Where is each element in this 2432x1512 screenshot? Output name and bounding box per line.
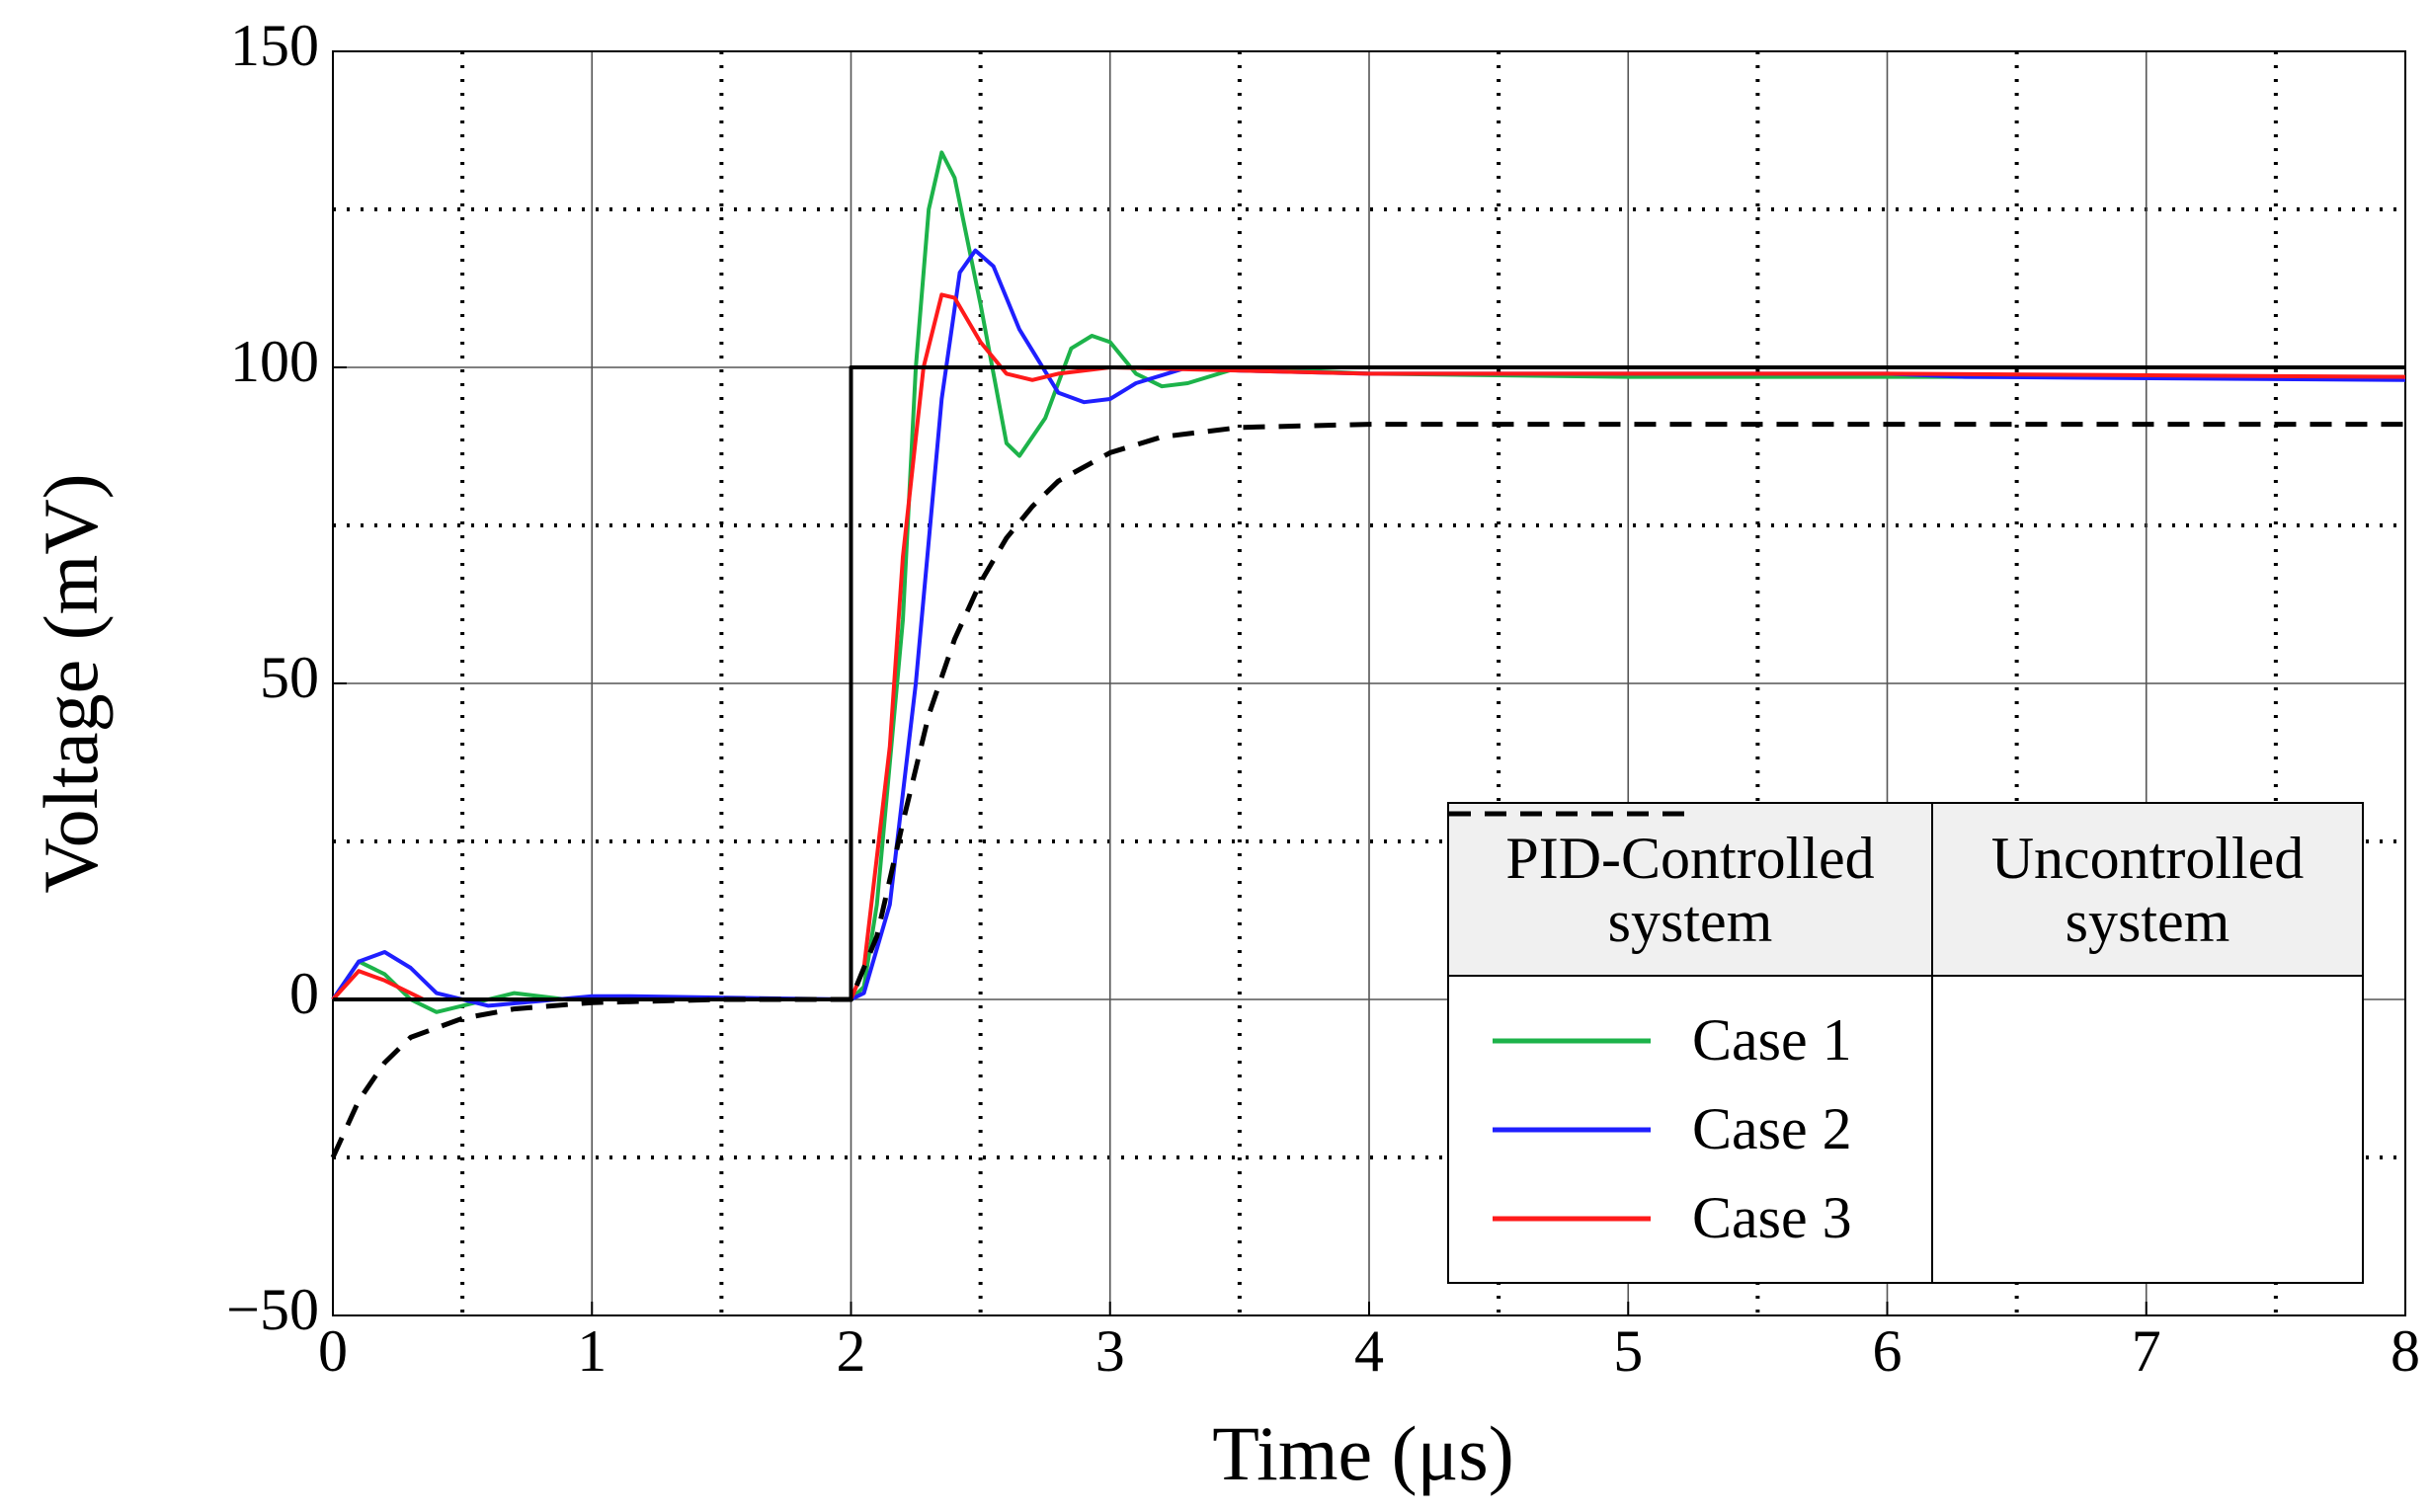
x-tick-label: 4	[1354, 1318, 1384, 1384]
legend-swatch	[1493, 1127, 1651, 1132]
legend-label: Case 3	[1692, 1185, 1852, 1250]
legend: PID-Controlled system Uncontrolled syste…	[1447, 802, 2364, 1284]
legend-swatch	[1449, 811, 1686, 817]
legend-title: PID-Controlled system	[1449, 804, 1933, 977]
series-line	[333, 365, 2405, 1001]
x-tick-label: 3	[1095, 1318, 1125, 1384]
series-line	[331, 150, 2405, 1014]
x-tick-label: 0	[318, 1318, 348, 1384]
x-tick-label: 1	[577, 1318, 607, 1384]
x-tick-label: 8	[2391, 1318, 2420, 1384]
y-tick-label: 100	[230, 329, 319, 394]
legend-label: Case 2	[1692, 1096, 1852, 1161]
x-axis-label: Time (μs)	[1212, 1410, 1514, 1496]
legend-entry: Case 1	[1493, 996, 1931, 1085]
y-tick-label: 150	[230, 13, 319, 78]
y-tick-label: −50	[226, 1277, 319, 1342]
y-tick-label: 50	[260, 645, 319, 710]
y-tick-label: 0	[289, 961, 319, 1026]
legend-column	[1449, 811, 2362, 1282]
legend-label: Case 1	[1692, 1007, 1852, 1073]
series-line	[330, 422, 2405, 1159]
legend-swatch	[1493, 1216, 1651, 1221]
x-tick-label: 5	[1613, 1318, 1643, 1384]
x-tick-label: 7	[2132, 1318, 2161, 1384]
legend-entry: Case 2	[1493, 1085, 1931, 1174]
legend-title: Uncontrolled system	[1933, 804, 2362, 977]
x-tick-label: 6	[1873, 1318, 1903, 1384]
legend-column: Case 1 Case 2 Case 3	[1449, 977, 1933, 1282]
legend-swatch	[1493, 1038, 1651, 1043]
legend-entry: Case 3	[1493, 1174, 1931, 1263]
y-axis-label: Voltage (mV)	[28, 473, 114, 893]
plot-frame	[332, 50, 2406, 1316]
x-tick-label: 2	[837, 1318, 866, 1384]
